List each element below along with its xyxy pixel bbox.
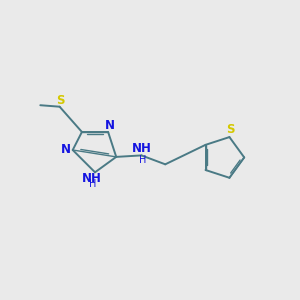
Text: NH: NH <box>82 172 101 185</box>
Text: S: S <box>226 123 235 136</box>
Text: N: N <box>61 143 71 156</box>
Text: N: N <box>105 119 115 132</box>
Text: H: H <box>139 155 147 165</box>
Text: S: S <box>56 94 65 107</box>
Text: H: H <box>89 179 96 189</box>
Text: NH: NH <box>131 142 152 155</box>
